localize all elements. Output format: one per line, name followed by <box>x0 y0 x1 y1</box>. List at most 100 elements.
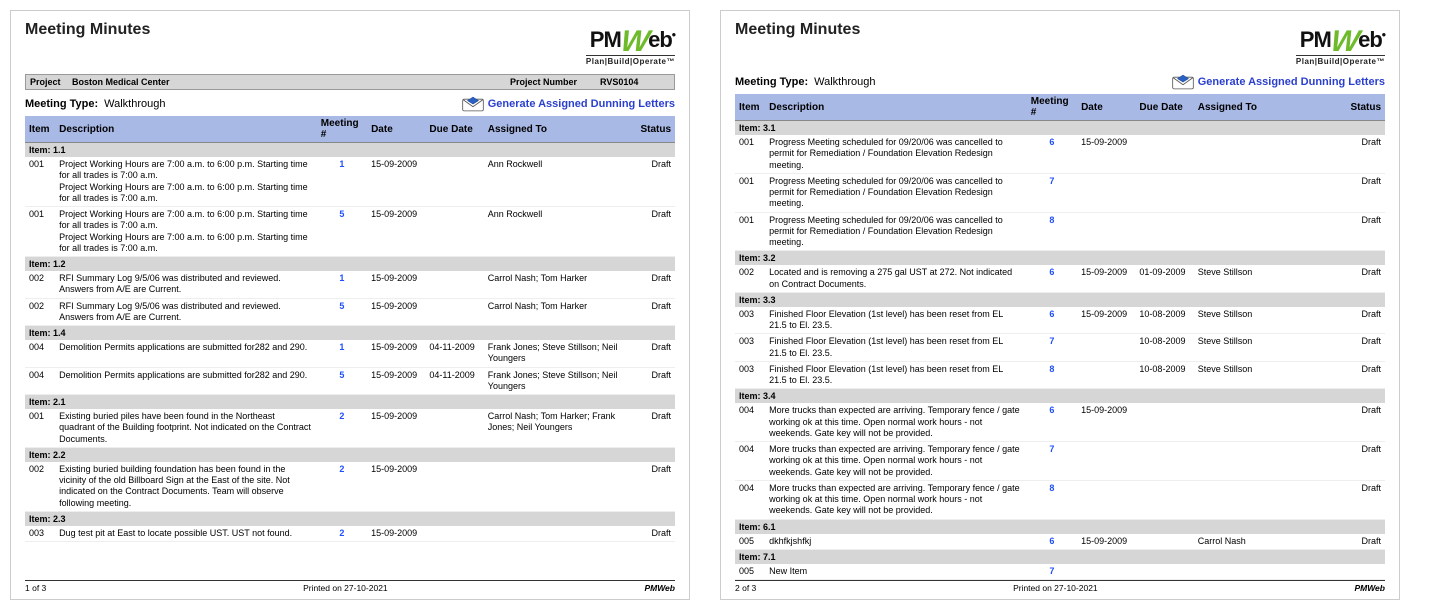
cell-assigned-to <box>484 526 635 542</box>
cell-assigned-to: Carrol Nash <box>1194 534 1345 550</box>
page-header: Meeting Minutes PMWeb• Plan|Build|Operat… <box>25 21 675 66</box>
col-description: Description <box>765 94 1027 121</box>
cell-item: 003 <box>735 334 765 362</box>
report-title: Meeting Minutes <box>735 21 860 39</box>
cell-due-date <box>1135 564 1193 580</box>
cell-due-date <box>1135 403 1193 441</box>
cell-due-date <box>425 157 483 207</box>
table-row: 003 Finished Floor Elevation (1st level)… <box>735 334 1385 362</box>
table-container: Item Description Meeting # Date Due Date… <box>735 94 1385 580</box>
table-row: 003 Finished Floor Elevation (1st level)… <box>735 307 1385 334</box>
table-row: 001 Progress Meeting scheduled for 09/20… <box>735 212 1385 251</box>
cell-meeting-no[interactable]: 5 <box>317 367 367 395</box>
cell-description: Project Working Hours are 7:00 a.m. to 6… <box>55 157 317 207</box>
cell-meeting-no[interactable]: 7 <box>1027 442 1077 481</box>
cell-due-date <box>425 298 483 326</box>
generate-dunning-label: Generate Assigned Dunning Letters <box>488 98 675 110</box>
cell-assigned-to: Steve Stillson <box>1194 361 1345 389</box>
minutes-table: Item Description Meeting # Date Due Date… <box>25 116 675 542</box>
project-bar: Project Boston Medical Center Project Nu… <box>25 74 675 90</box>
cell-description: More trucks than expected are arriving. … <box>765 480 1027 519</box>
cell-due-date: 10-08-2009 <box>1135 307 1193 334</box>
cell-meeting-no[interactable]: 6 <box>1027 265 1077 292</box>
cell-meeting-no[interactable]: 8 <box>1027 212 1077 251</box>
cell-item: 001 <box>735 173 765 212</box>
cell-description: Progress Meeting scheduled for 09/20/06 … <box>765 135 1027 173</box>
cell-meeting-no[interactable]: 8 <box>1027 361 1077 389</box>
cell-due-date <box>425 271 483 298</box>
cell-item: 004 <box>735 442 765 481</box>
cell-meeting-no[interactable]: 6 <box>1027 403 1077 441</box>
group-label: Item: 7.1 <box>735 549 1385 564</box>
cell-item: 005 <box>735 534 765 550</box>
col-meeting-no: Meeting # <box>1027 94 1077 121</box>
page-number: 1 of 3 <box>25 583 46 593</box>
cell-assigned-to <box>484 462 635 512</box>
table-header-row: Item Description Meeting # Date Due Date… <box>25 116 675 143</box>
cell-status: Draft <box>1345 135 1385 173</box>
cell-status: Draft <box>1345 534 1385 550</box>
generate-dunning-link[interactable]: Generate Assigned Dunning Letters <box>462 96 675 112</box>
cell-assigned-to: Ann Rockwell <box>484 157 635 207</box>
cell-assigned-to <box>1194 173 1345 212</box>
table-row: 004 More trucks than expected are arrivi… <box>735 480 1385 519</box>
cell-due-date <box>1135 442 1193 481</box>
col-description: Description <box>55 116 317 143</box>
cell-item: 004 <box>735 480 765 519</box>
cell-assigned-to: Carrol Nash; Tom Harker <box>484 298 635 326</box>
cell-meeting-no[interactable]: 6 <box>1027 534 1077 550</box>
cell-assigned-to: Ann Rockwell <box>484 207 635 257</box>
table-row: 002 RFI Summary Log 9/5/06 was distribut… <box>25 298 675 326</box>
cell-status: Draft <box>635 526 675 542</box>
cell-meeting-no[interactable]: 8 <box>1027 480 1077 519</box>
cell-status <box>1345 564 1385 580</box>
table-row: 001 Project Working Hours are 7:00 a.m. … <box>25 207 675 257</box>
col-assigned-to: Assigned To <box>484 116 635 143</box>
cell-due-date: 10-08-2009 <box>1135 361 1193 389</box>
page-footer: 1 of 3 Printed on 27-10-2021 PMWeb <box>25 580 675 593</box>
cell-description: New Item <box>765 564 1027 580</box>
cell-meeting-no[interactable]: 7 <box>1027 173 1077 212</box>
cell-meeting-no[interactable]: 2 <box>317 409 367 447</box>
meeting-type: Meeting Type:Walkthrough <box>735 76 875 88</box>
cell-meeting-no[interactable]: 1 <box>317 340 367 367</box>
cell-meeting-no[interactable]: 5 <box>317 207 367 257</box>
cell-description: Located and is removing a 275 gal UST at… <box>765 265 1027 292</box>
group-label: Item: 1.4 <box>25 326 675 341</box>
table-row: 004 Demolition Permits applications are … <box>25 367 675 395</box>
cell-meeting-no[interactable]: 6 <box>1027 135 1077 173</box>
table-container: Item Description Meeting # Date Due Date… <box>25 116 675 580</box>
table-row: 002 RFI Summary Log 9/5/06 was distribut… <box>25 271 675 298</box>
cell-description: dkhfkjshfkj <box>765 534 1027 550</box>
cell-meeting-no[interactable]: 1 <box>317 157 367 207</box>
group-row: Item: 1.1 <box>25 143 675 158</box>
cell-status: Draft <box>1345 212 1385 251</box>
cell-meeting-no[interactable]: 2 <box>317 462 367 512</box>
group-label: Item: 1.2 <box>25 257 675 272</box>
cell-meeting-no[interactable]: 5 <box>317 298 367 326</box>
cell-description: Progress Meeting scheduled for 09/20/06 … <box>765 173 1027 212</box>
generate-dunning-link[interactable]: Generate Assigned Dunning Letters <box>1172 74 1385 90</box>
cell-assigned-to <box>1194 212 1345 251</box>
cell-meeting-no[interactable]: 7 <box>1027 334 1077 362</box>
cell-meeting-no[interactable]: 6 <box>1027 307 1077 334</box>
cell-meeting-no[interactable]: 7 <box>1027 564 1077 580</box>
group-label: Item: 3.4 <box>735 389 1385 404</box>
report-title: Meeting Minutes <box>25 21 150 39</box>
cell-assigned-to <box>1194 480 1345 519</box>
table-row: 001 Project Working Hours are 7:00 a.m. … <box>25 157 675 207</box>
cell-date: 15-09-2009 <box>1077 307 1135 334</box>
cell-date: 15-09-2009 <box>1077 135 1135 173</box>
minutes-table: Item Description Meeting # Date Due Date… <box>735 94 1385 580</box>
cell-meeting-no[interactable]: 1 <box>317 271 367 298</box>
cell-meeting-no[interactable]: 2 <box>317 526 367 542</box>
col-status: Status <box>1345 94 1385 121</box>
printed-on: Printed on 27-10-2021 <box>1013 583 1098 593</box>
group-row: Item: 3.2 <box>735 251 1385 266</box>
cell-description: RFI Summary Log 9/5/06 was distributed a… <box>55 298 317 326</box>
cell-description: Demolition Permits applications are subm… <box>55 367 317 395</box>
cell-item: 005 <box>735 564 765 580</box>
group-row: Item: 2.1 <box>25 395 675 410</box>
logo: PMWeb• Plan|Build|Operate™ <box>1296 21 1385 66</box>
group-row: Item: 6.1 <box>735 519 1385 534</box>
